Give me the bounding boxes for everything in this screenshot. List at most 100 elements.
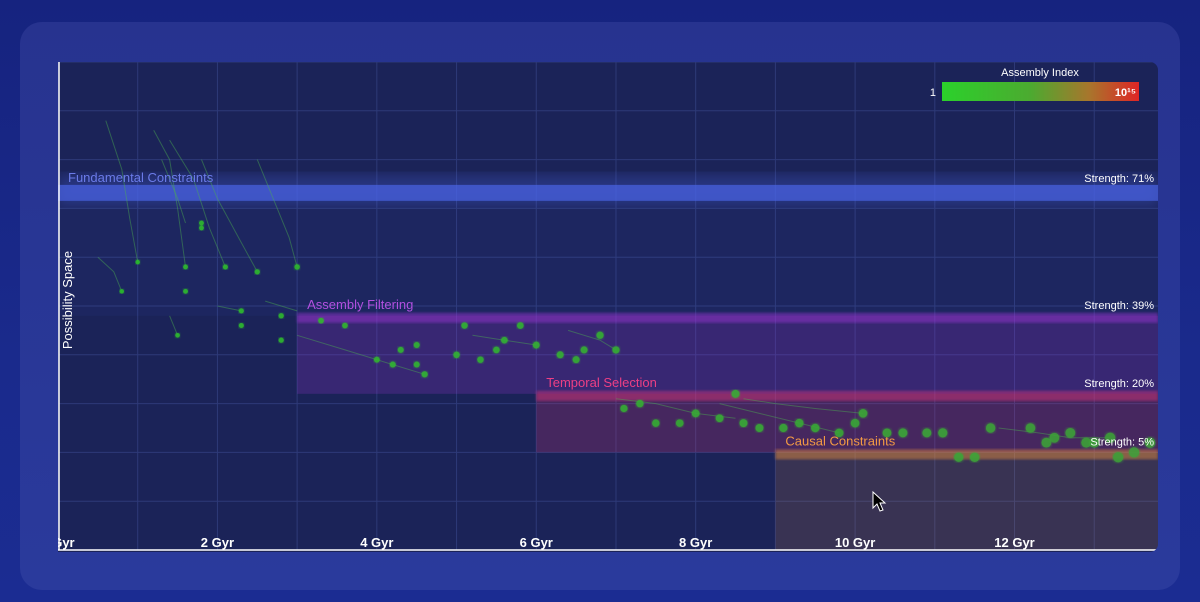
data-point	[985, 423, 996, 433]
band-assembly-filtering	[297, 312, 1158, 394]
band-edge	[775, 449, 1158, 460]
data-point	[596, 331, 604, 339]
trajectory-trail	[615, 398, 736, 419]
data-point	[238, 308, 244, 314]
data-point	[675, 419, 684, 427]
data-point	[517, 322, 524, 329]
trajectory-trail	[105, 120, 139, 263]
data-point	[572, 356, 580, 364]
x-tick-label: 8 Gyr	[679, 535, 712, 550]
data-point	[850, 418, 860, 428]
data-point	[1041, 437, 1052, 448]
data-point	[580, 346, 588, 354]
band-strength-label: Strength: 20%	[1084, 378, 1154, 390]
data-point	[278, 313, 284, 319]
legend-color-scale	[942, 82, 1139, 101]
data-points	[119, 220, 1156, 463]
constraint-bands	[58, 174, 1158, 550]
data-point	[1025, 423, 1036, 433]
data-point	[1089, 437, 1100, 448]
data-point	[373, 356, 380, 363]
data-point	[715, 414, 724, 423]
mouse-cursor-icon	[872, 490, 887, 512]
trajectory-trail	[256, 159, 298, 268]
band-edge	[297, 312, 1158, 323]
data-point	[222, 264, 228, 270]
data-point	[461, 322, 468, 329]
data-point	[755, 424, 764, 432]
data-point	[183, 288, 188, 294]
possibility-space-chart: Fundamental Constraints Strength: 71% Asse…	[58, 62, 1158, 551]
data-point	[779, 423, 788, 433]
plot-area: Fundamental Constraints Strength: 71% Asse…	[58, 62, 1158, 552]
trajectory-trails	[97, 120, 1111, 439]
data-point	[691, 409, 700, 418]
data-point	[938, 428, 948, 438]
data-point	[183, 264, 188, 270]
data-point	[969, 452, 980, 462]
data-point	[1113, 452, 1124, 463]
y-axis-label: Possibility Space	[60, 251, 75, 349]
data-point	[135, 259, 140, 265]
data-point	[1065, 427, 1076, 438]
data-point	[556, 351, 564, 359]
data-point	[413, 361, 420, 368]
data-point	[1105, 432, 1116, 443]
legend-min-label: 1	[930, 87, 936, 99]
data-point	[501, 336, 508, 344]
band-labels: Fundamental Constraints Strength: 71% Asse…	[68, 170, 1154, 449]
trajectory-trail	[153, 130, 186, 268]
band-fundamental-constraints	[58, 174, 1158, 316]
data-point	[453, 351, 460, 358]
x-tick-label: 2 Gyr	[201, 535, 234, 550]
band-name-label: Causal Constraints	[785, 433, 895, 448]
data-point	[278, 337, 284, 343]
data-point	[620, 404, 628, 413]
x-tick-label: 4 Gyr	[360, 535, 393, 550]
trajectory-trail	[169, 139, 226, 268]
data-point	[1144, 437, 1156, 448]
axes: 0 Gyr 2 Gyr 4 Gyr 6 Gyr 8 Gyr 10 Gyr 12 Gyr Pos…	[58, 62, 1158, 551]
data-point	[731, 389, 740, 398]
trajectory-trail	[567, 329, 617, 351]
mouse-cursor-arrow	[872, 490, 887, 512]
data-point	[795, 418, 804, 428]
data-point	[954, 452, 964, 462]
data-point	[493, 346, 500, 354]
trajectory-trail	[296, 334, 425, 375]
data-point	[882, 428, 892, 438]
trajectory-trail	[217, 305, 242, 312]
data-point	[413, 342, 420, 349]
data-point	[652, 419, 660, 427]
data-point	[421, 371, 428, 378]
band-causal-constraints	[775, 449, 1158, 550]
data-point	[238, 323, 244, 329]
trajectory-trail	[265, 300, 298, 312]
trajectory-trail	[169, 315, 179, 336]
data-point	[532, 341, 540, 349]
band-strip	[58, 184, 1158, 201]
data-point	[389, 361, 396, 368]
data-point	[199, 225, 204, 231]
x-tick-label: 10 Gyr	[835, 535, 875, 550]
data-point	[477, 356, 484, 363]
legend-title: Assembly Index	[1001, 67, 1079, 79]
data-point	[739, 419, 748, 428]
data-point	[119, 289, 124, 294]
data-point	[898, 428, 908, 438]
trajectory-trail	[201, 159, 258, 273]
data-point	[397, 346, 404, 353]
data-point	[254, 269, 260, 275]
data-point	[834, 428, 844, 438]
band-name-label: Fundamental Constraints	[68, 170, 214, 185]
assembly-index-legend: Assembly Index 1 10¹⁵	[930, 67, 1139, 101]
band-edge	[536, 390, 1158, 401]
data-point	[294, 264, 300, 270]
data-point	[636, 399, 644, 408]
band-name-label: Assembly Filtering	[307, 297, 413, 312]
x-tick-label: 6 Gyr	[520, 535, 553, 550]
band-strength-label: Strength: 71%	[1084, 173, 1154, 185]
data-point	[922, 428, 932, 438]
band-area	[297, 315, 1158, 394]
band-area	[775, 452, 1158, 550]
